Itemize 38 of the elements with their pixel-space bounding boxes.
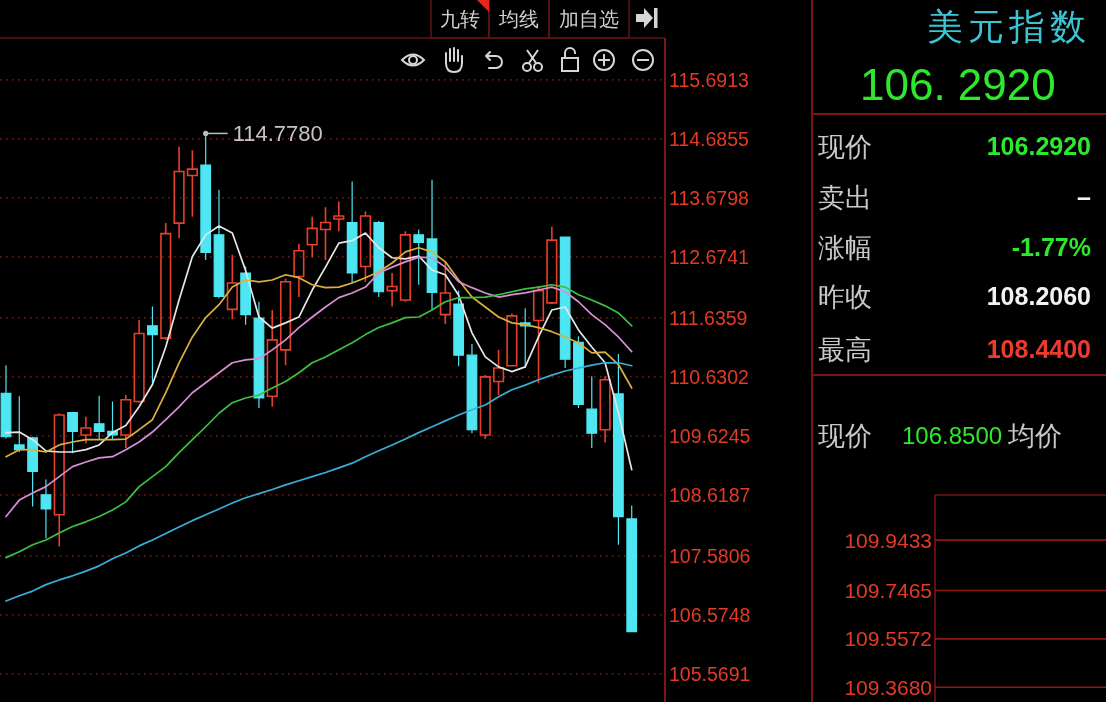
y-tick-label: 109.9433 xyxy=(844,528,932,552)
y-tick-label: 109.7465 xyxy=(844,578,932,602)
y-tick-label: 109.6245 xyxy=(669,424,751,447)
text: 卖出 xyxy=(818,181,872,213)
text: 均价 xyxy=(1007,419,1062,451)
y-tick-label: 108.6187 xyxy=(669,483,751,506)
text: 106.8500 xyxy=(902,421,1003,449)
text: 108.4400 xyxy=(986,335,1091,363)
text: – xyxy=(1077,183,1092,211)
y-tick-label: 109.5572 xyxy=(844,627,932,651)
text: 加自选 xyxy=(559,7,619,31)
text: 涨幅 xyxy=(818,231,872,263)
text: 美元指数 xyxy=(927,5,1091,47)
line-series xyxy=(5,283,633,559)
line-series xyxy=(5,361,633,602)
y-tick-label: 114.6855 xyxy=(669,127,750,150)
line-series xyxy=(5,256,633,518)
y-tick-label: 112.6741 xyxy=(669,245,749,268)
text: 均线 xyxy=(498,7,539,31)
text: 九转 xyxy=(440,7,480,31)
text: 现价 xyxy=(818,130,872,162)
text: 现价 xyxy=(818,419,872,451)
y-tick-label: 105.5691 xyxy=(669,662,751,685)
text: 106. 2920 xyxy=(860,60,1056,109)
text: 最高 xyxy=(818,333,872,365)
text: -1.77% xyxy=(1011,233,1091,261)
text: 昨收 xyxy=(818,280,872,312)
text: 106.2920 xyxy=(986,132,1091,160)
text: 108.2060 xyxy=(986,282,1091,310)
note: 114.7780 xyxy=(203,120,323,146)
y-tick-label: 110.6302 xyxy=(669,365,749,388)
annotation: 114.7780 xyxy=(232,120,323,146)
y-tick-label: 115.6913 xyxy=(669,68,749,91)
y-tick-label: 109.3680 xyxy=(844,675,932,699)
y-tick-label: 107.5806 xyxy=(669,544,751,567)
y-tick-label: 106.5748 xyxy=(669,603,751,626)
y-tick-label: 111.6359 xyxy=(669,306,748,329)
y-tick-label: 113.6798 xyxy=(669,186,749,209)
